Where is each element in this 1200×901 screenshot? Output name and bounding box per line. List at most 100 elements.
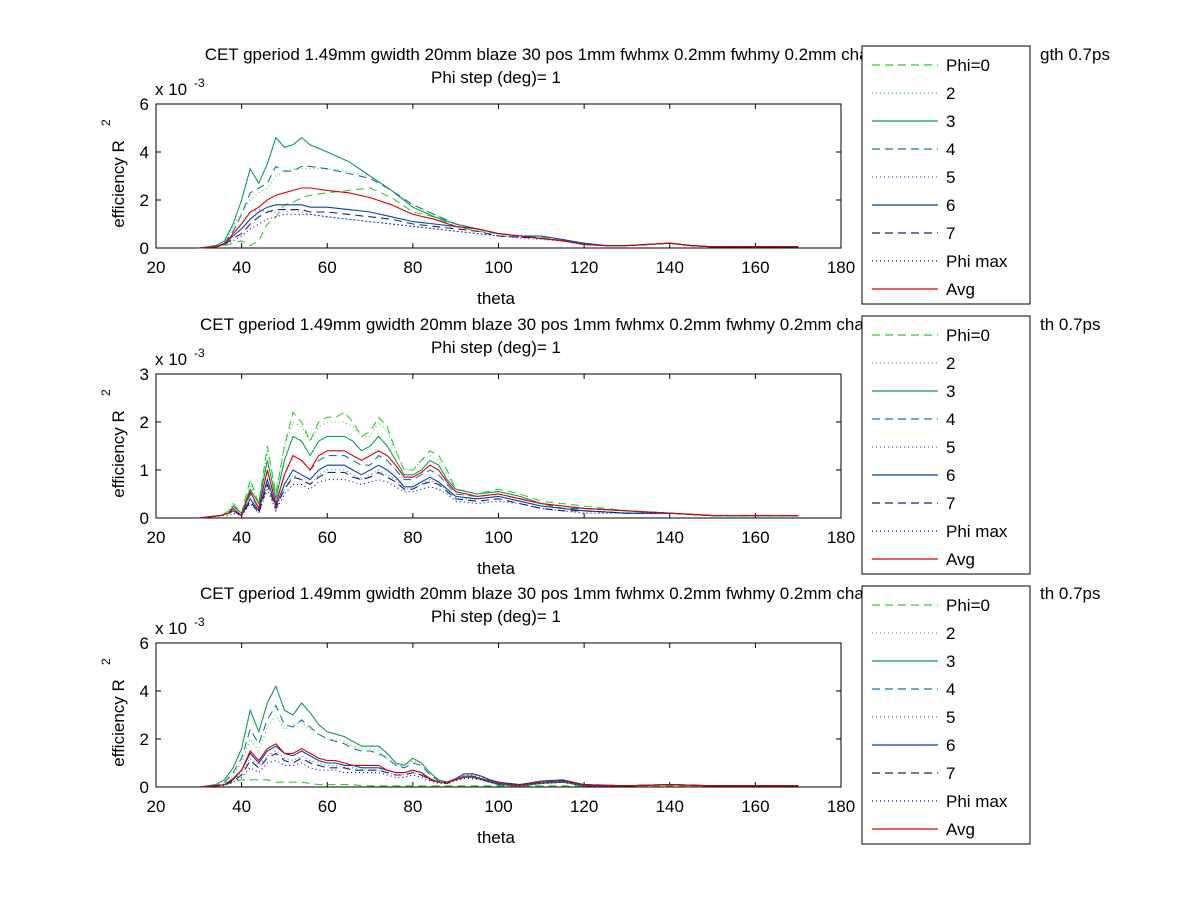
series-line-4 [198, 704, 799, 788]
legend-box [861, 45, 1031, 305]
x-tick-label: 100 [484, 797, 512, 816]
series-line-6 [198, 464, 799, 519]
legend-entry: Phi=0 [946, 56, 990, 75]
chart-subtitle: Phi step (deg)= 1 [431, 607, 561, 626]
y-exponent-label: x 10 [155, 350, 187, 369]
y-exponent-label: x 10 [155, 619, 187, 638]
legend-entry: 6 [946, 196, 955, 215]
chart-title: CET gperiod 1.49mm gwidth 20mm blaze 30 … [200, 315, 912, 334]
x-tick-label: 120 [570, 528, 598, 547]
x-tick-label: 120 [570, 258, 598, 277]
y-tick-label: 0 [140, 778, 149, 797]
x-tick-label: 40 [232, 258, 251, 277]
x-tick-label: 140 [656, 258, 684, 277]
series-line-5 [198, 750, 799, 788]
y-exponent-label: x 10 [155, 80, 187, 99]
legend-entry: Avg [946, 280, 975, 299]
x-tick-label: 40 [232, 528, 251, 547]
subplot-2: CET gperiod 1.49mm gwidth 20mm blaze 30 … [99, 315, 1101, 578]
subplot-3: CET gperiod 1.49mm gwidth 20mm blaze 30 … [99, 584, 1101, 847]
y-tick-label: 0 [140, 239, 149, 258]
legend-entry: 4 [946, 680, 955, 699]
legend-entry: 7 [946, 764, 955, 783]
legend-box [861, 585, 1031, 845]
y-tick-label: 1 [140, 461, 149, 480]
x-axis-label: theta [477, 828, 515, 847]
y-tick-label: 4 [140, 143, 149, 162]
chart-title-tail: th 0.7ps [1040, 315, 1101, 334]
legend-entry: Phi=0 [946, 326, 990, 345]
y-axis-label: efficiency R [109, 140, 128, 228]
x-axis-label: theta [477, 289, 515, 308]
x-tick-label: 60 [318, 797, 337, 816]
subplot-1: CET gperiod 1.49mm gwidth 20mm blaze 30 … [99, 45, 1110, 308]
series-line-1 [198, 779, 799, 788]
legend-entry: 2 [946, 84, 955, 103]
y-exponent-sup: -3 [194, 76, 205, 90]
x-tick-label: 180 [827, 528, 855, 547]
y-tick-label: 6 [140, 95, 149, 114]
legend: Phi=0 2 3 4 5 6 7 Phi max Avg [861, 585, 1031, 845]
legend-entry: 5 [946, 168, 955, 187]
legend-entry: 3 [946, 382, 955, 401]
legend-box [861, 315, 1031, 575]
y-tick-label: 3 [140, 365, 149, 384]
y-axis-label-sup: 2 [99, 658, 113, 665]
legend-entry: Phi max [946, 252, 1008, 271]
legend-entry: 7 [946, 224, 955, 243]
legend-entry: Phi max [946, 522, 1008, 541]
x-tick-label: 140 [656, 797, 684, 816]
series-line-1 [198, 411, 799, 519]
legend: Phi=0 2 3 4 5 6 7 Phi max Avg [861, 315, 1031, 575]
series-line-7 [198, 209, 799, 249]
x-tick-label: 100 [484, 528, 512, 547]
x-tick-label: 20 [147, 797, 166, 816]
y-tick-label: 4 [140, 682, 149, 701]
y-exponent-sup: -3 [194, 615, 205, 629]
y-axis-label: efficiency R [109, 410, 128, 498]
series-line-8 [198, 479, 799, 519]
y-tick-label: 2 [140, 730, 149, 749]
x-axis-label: theta [477, 559, 515, 578]
series-line-9 [198, 743, 799, 788]
series-line-8 [198, 760, 799, 788]
y-exponent-sup: -3 [194, 346, 205, 360]
x-tick-label: 20 [147, 528, 166, 547]
chart-title-tail: gth 0.7ps [1040, 45, 1110, 64]
legend-entry: 3 [946, 112, 955, 131]
legend-entry: 6 [946, 736, 955, 755]
x-tick-label: 80 [403, 258, 422, 277]
chart-subtitle: Phi step (deg)= 1 [431, 68, 561, 87]
legend-entry: 2 [946, 354, 955, 373]
legend-entry: 4 [946, 410, 955, 429]
x-tick-label: 160 [741, 797, 769, 816]
x-tick-label: 160 [741, 258, 769, 277]
x-tick-label: 80 [403, 797, 422, 816]
legend: Phi=0 2 3 4 5 6 7 Phi max Avg [861, 45, 1031, 305]
x-tick-label: 80 [403, 528, 422, 547]
x-tick-label: 60 [318, 258, 337, 277]
legend-entry: 5 [946, 708, 955, 727]
chart-title-tail: th 0.7ps [1040, 584, 1101, 603]
x-tick-label: 140 [656, 528, 684, 547]
x-tick-label: 160 [741, 528, 769, 547]
legend-entry: 6 [946, 466, 955, 485]
series-line-4 [198, 454, 799, 519]
y-axis-label-sup: 2 [99, 119, 113, 126]
x-tick-label: 40 [232, 797, 251, 816]
chart-title: CET gperiod 1.49mm gwidth 20mm blaze 30 … [200, 584, 912, 603]
legend-entry: 2 [946, 624, 955, 643]
series-line-9 [198, 450, 799, 519]
x-tick-label: 100 [484, 258, 512, 277]
x-tick-label: 20 [147, 258, 166, 277]
series-line-7 [198, 471, 799, 519]
x-tick-label: 180 [827, 797, 855, 816]
chart-title: CET gperiod 1.49mm gwidth 20mm blaze 30 … [205, 45, 908, 64]
legend-entry: Phi=0 [946, 596, 990, 615]
legend-entry: 5 [946, 438, 955, 457]
series-line-2 [198, 168, 799, 249]
x-tick-label: 60 [318, 528, 337, 547]
x-tick-label: 120 [570, 797, 598, 816]
legend-entry: Phi max [946, 792, 1008, 811]
